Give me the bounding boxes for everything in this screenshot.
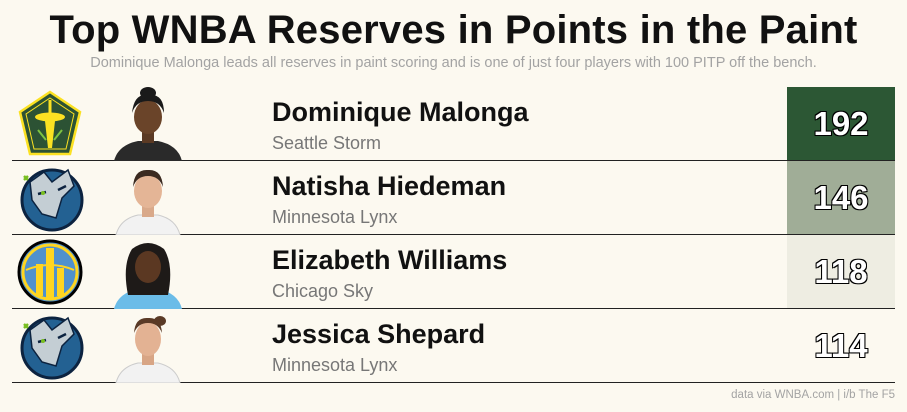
player-photo — [104, 309, 192, 383]
player-photo — [104, 161, 192, 235]
chart-subtitle: Dominique Malonga leads all reserves in … — [90, 55, 817, 71]
player-name: Elizabeth Williams — [272, 245, 508, 275]
reserves-table: Dominique Malonga Seattle Storm 192 N — [12, 87, 895, 383]
team-name: Seattle Storm — [272, 133, 382, 153]
pitp-cell: 146 — [787, 161, 895, 234]
minnesota-lynx-logo-icon — [16, 164, 84, 232]
team-name: Minnesota Lynx — [272, 355, 398, 375]
player-photo — [104, 235, 192, 309]
table-row: Elizabeth Williams Chicago Sky 118 — [12, 235, 895, 309]
source-note: data via WNBA.com | i/b The F5 — [731, 389, 895, 401]
minnesota-lynx-logo-icon — [16, 312, 84, 380]
player-name: Jessica Shepard — [272, 319, 486, 349]
player-name: Natisha Hiedeman — [272, 171, 507, 201]
table-row: Dominique Malonga Seattle Storm 192 — [12, 87, 895, 161]
pitp-cell: 118 — [787, 235, 895, 308]
pitp-value: 146 — [813, 178, 870, 217]
table-row: Natisha Hiedeman Minnesota Lynx 146 — [12, 161, 895, 235]
chart-title: Top WNBA Reserves in Points in the Paint — [49, 8, 858, 52]
player-photo — [104, 87, 192, 161]
table-row: Jessica Shepard Minnesota Lynx 114 — [12, 309, 895, 383]
pitp-value: 114 — [814, 326, 869, 365]
team-name: Chicago Sky — [272, 281, 374, 301]
seattle-storm-logo-icon — [16, 90, 84, 158]
pitp-value: 192 — [813, 104, 870, 143]
team-name: Minnesota Lynx — [272, 207, 398, 227]
pitp-cell: 192 — [787, 87, 895, 160]
pitp-value: 118 — [814, 252, 869, 291]
chicago-sky-logo-icon — [16, 238, 84, 306]
player-name: Dominique Malonga — [272, 97, 529, 127]
pitp-cell: 114 — [787, 309, 895, 382]
